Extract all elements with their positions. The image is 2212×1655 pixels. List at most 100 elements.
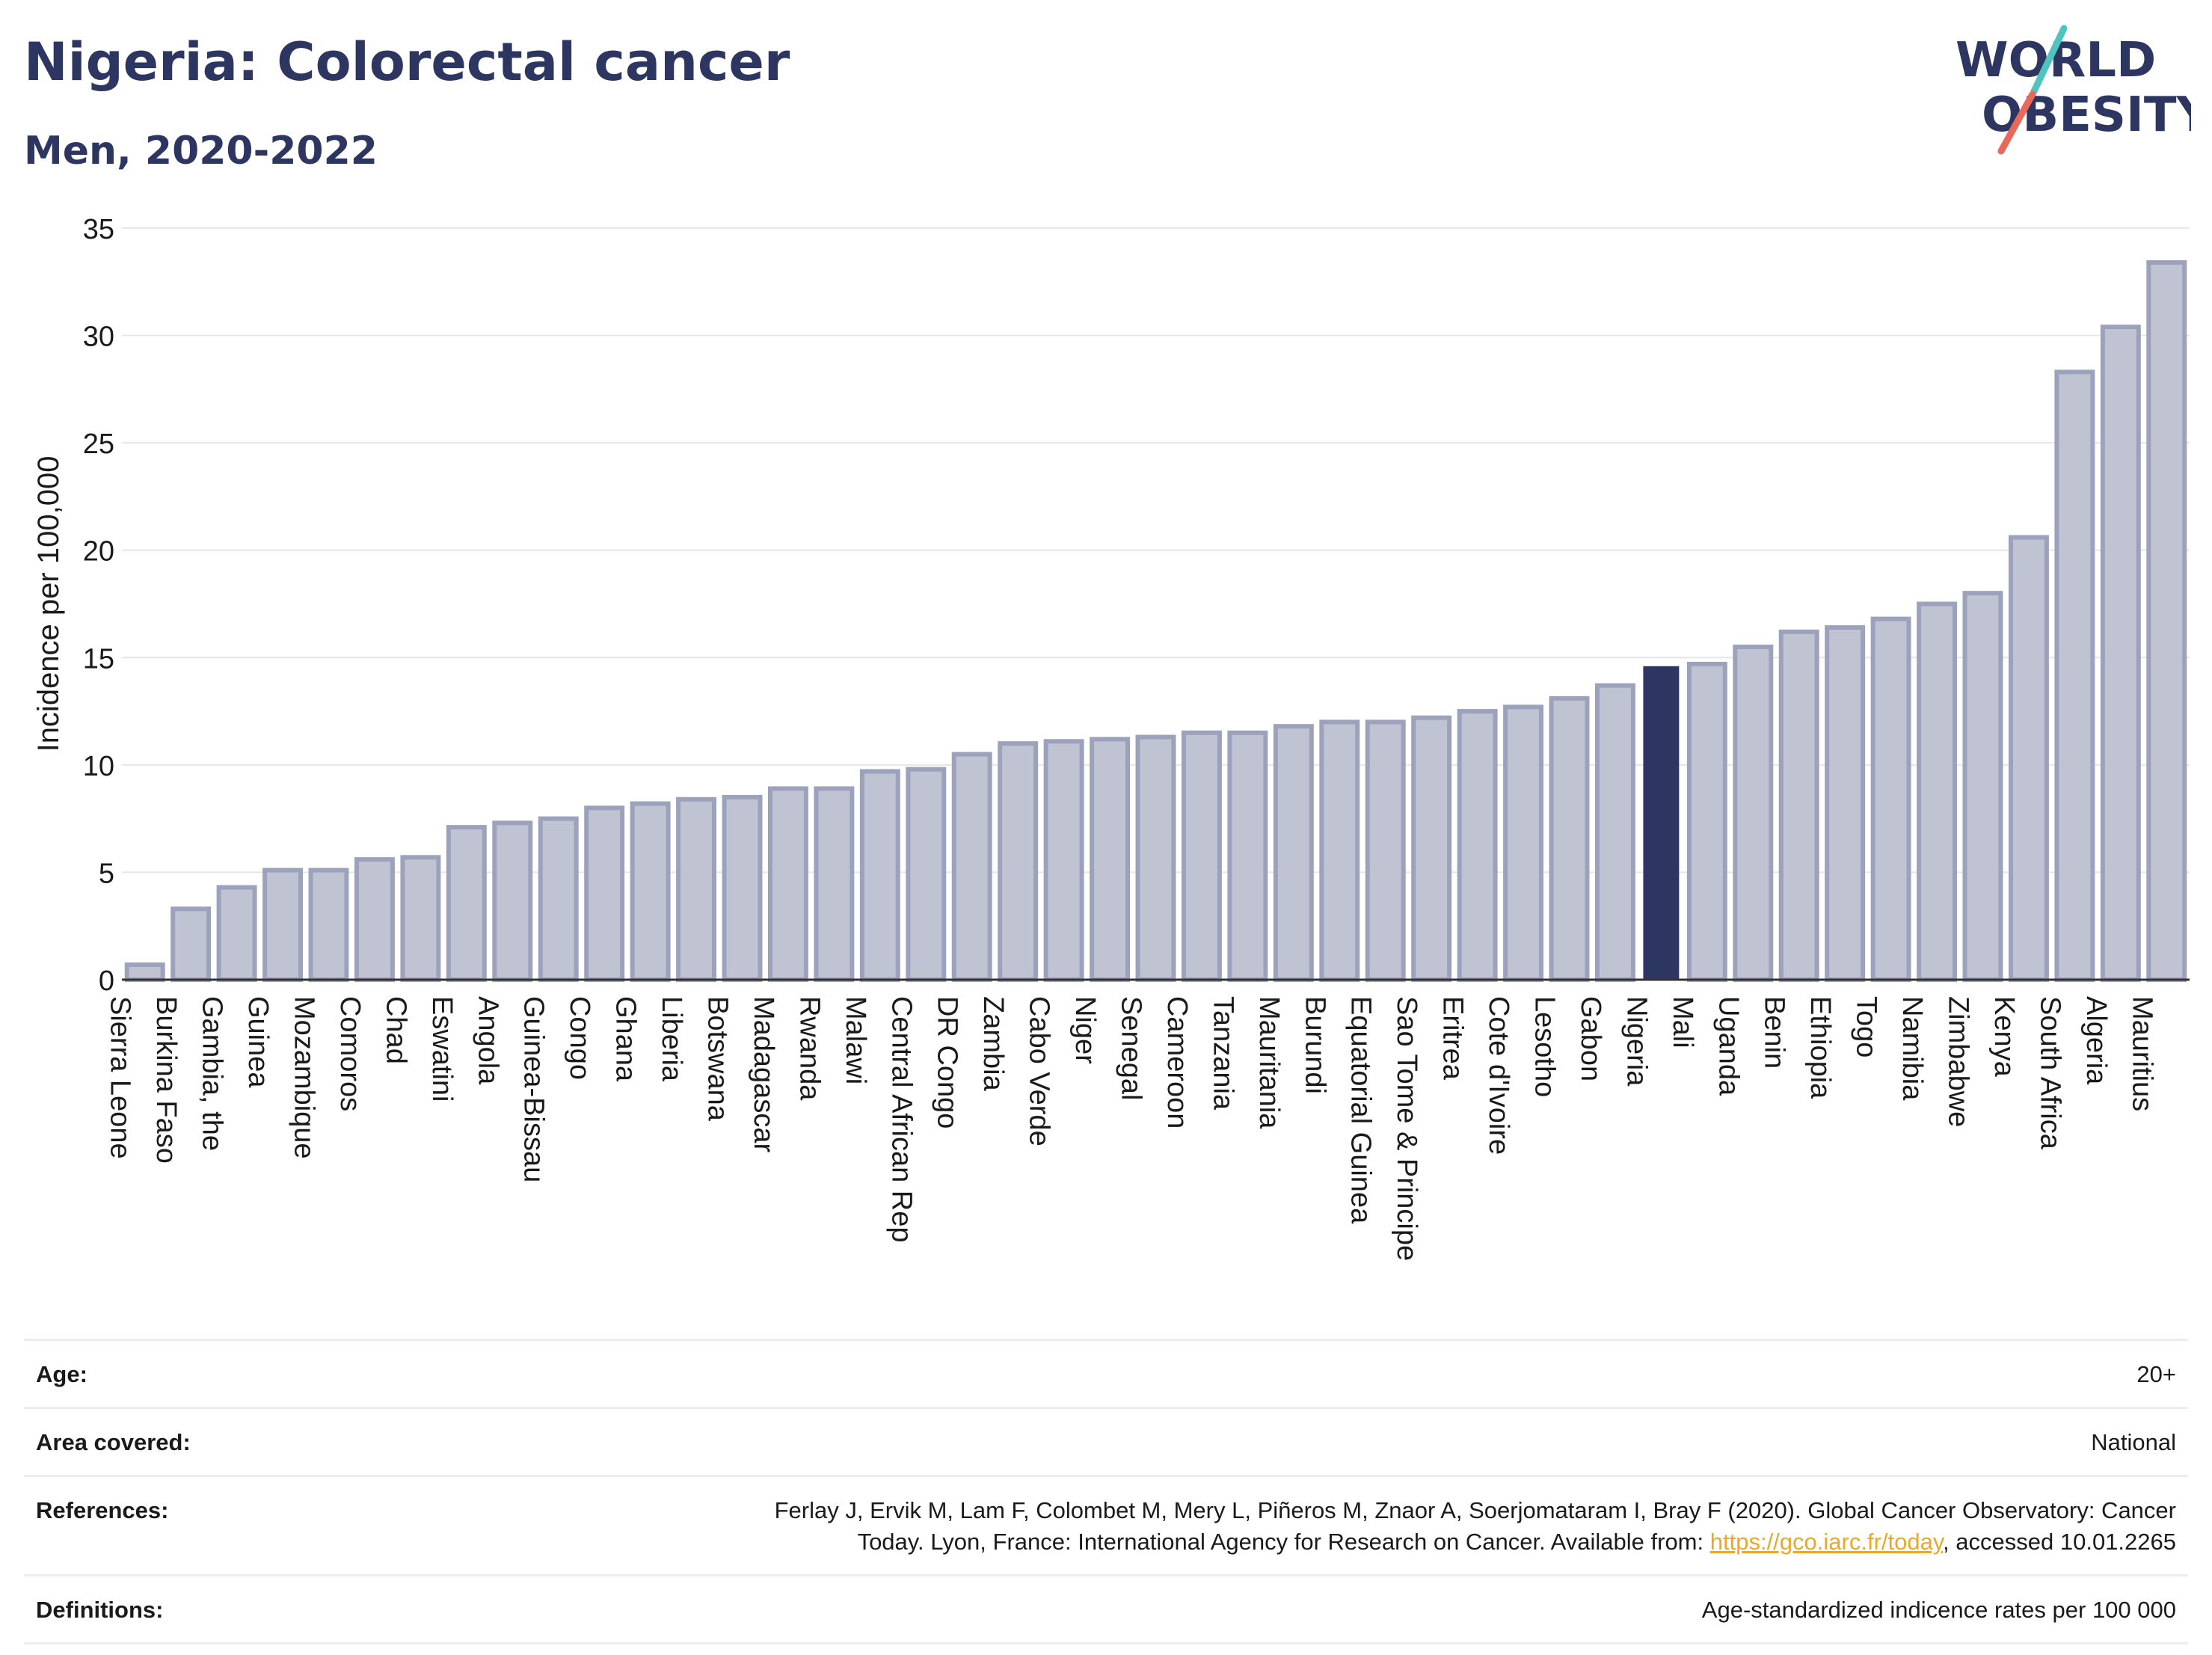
bar xyxy=(859,769,900,982)
bar xyxy=(1870,616,1911,982)
x-tick-label: Comoros xyxy=(334,996,366,1111)
definitions-label: Definitions: xyxy=(24,1574,362,1645)
x-tick-label: Uganda xyxy=(1712,996,1744,1096)
x-tick-label: Zimbabwe xyxy=(1943,996,1974,1127)
page-subtitle: Men, 2020-2022 xyxy=(24,129,378,174)
bar xyxy=(1917,601,1958,982)
bar xyxy=(262,868,304,982)
x-tick-label: Burkina Faso xyxy=(150,996,182,1164)
x-tick-label: Zambia xyxy=(977,996,1009,1092)
bar xyxy=(584,805,625,982)
x-tick-label: Senegal xyxy=(1116,996,1147,1100)
x-tick-label: Niger xyxy=(1069,996,1101,1064)
info-row-age: Age: 20+ xyxy=(24,1339,2188,1408)
x-tick-label: Kenya xyxy=(1988,996,2020,1078)
x-tick-label: Gabon xyxy=(1575,996,1606,1081)
bar xyxy=(814,786,855,983)
x-tick-label: Cameroon xyxy=(1161,996,1193,1129)
x-tick-label: Togo xyxy=(1851,996,1882,1057)
x-tick-label: Mali xyxy=(1667,996,1698,1048)
x-tick-label: Sierra Leone xyxy=(105,996,136,1159)
info-table: Age: 20+ Area covered: National Referenc… xyxy=(24,1339,2188,1645)
bar xyxy=(1503,704,1544,982)
logo-line2: OBESITY xyxy=(1982,87,2191,143)
bar xyxy=(1594,683,1635,982)
x-tick-label: Namibia xyxy=(1896,996,1928,1101)
x-tick-label: Equatorial Guinea xyxy=(1345,996,1377,1224)
area-label: Area covered: xyxy=(24,1407,362,1476)
x-tick-label: Central African Rep xyxy=(885,996,917,1243)
y-tick-label: 25 xyxy=(83,429,114,460)
references-line1: Ferlay J, Ervik M, Lam F, Colombet M, Me… xyxy=(774,1497,2176,1523)
x-tick-label: South Africa xyxy=(2034,996,2065,1150)
bar xyxy=(906,767,947,982)
info-row-definitions: Definitions: Age-standardized indicence … xyxy=(24,1574,2188,1645)
references-label: References: xyxy=(24,1475,362,1576)
y-axis-label: Incidence per 100,000 xyxy=(32,456,65,752)
bar xyxy=(630,801,671,982)
x-tick-label: Angola xyxy=(472,996,503,1085)
x-tick-label: Nigeria xyxy=(1620,996,1652,1087)
bar xyxy=(1273,724,1314,983)
bar-chart: 0 5 10 15 20 25 30 35 Sierra Leone Burkina Faso G… xyxy=(32,214,2190,1261)
bar-highlight xyxy=(1643,666,1680,980)
x-tick-label: Rwanda xyxy=(793,996,825,1101)
x-tick-label: Ghana xyxy=(610,996,642,1082)
bar xyxy=(446,825,487,983)
bar xyxy=(170,906,212,982)
bar xyxy=(1135,734,1176,982)
bar xyxy=(492,820,533,983)
x-tick-label: Mauritania xyxy=(1253,996,1285,1129)
y-tick-label: 10 xyxy=(83,751,114,782)
bar xyxy=(308,868,349,982)
x-tick-label: Guinea xyxy=(242,996,274,1088)
bar xyxy=(1457,709,1498,982)
y-tick-label: 15 xyxy=(83,643,114,675)
bar xyxy=(2008,535,2049,982)
bar xyxy=(2146,260,2187,982)
bar xyxy=(1319,719,1360,983)
info-row-area: Area covered: National xyxy=(24,1407,2188,1476)
x-tick-label: Benin xyxy=(1759,996,1790,1069)
x-tick-label: Liberia xyxy=(656,996,687,1082)
bar xyxy=(1411,715,1452,983)
bar xyxy=(216,885,257,982)
logo-slash-top xyxy=(2030,25,2068,95)
x-tick-label: DR Congo xyxy=(932,996,963,1129)
x-tick-label: Eritrea xyxy=(1437,996,1469,1081)
x-tick-label: Madagascar xyxy=(748,996,779,1152)
bar xyxy=(1825,625,1866,982)
y-axis-ticks: 0 5 10 15 20 25 30 35 xyxy=(83,214,114,997)
y-tick-label: 30 xyxy=(83,322,114,353)
references-value: Ferlay J, Ervik M, Lam F, Colombet M, Me… xyxy=(362,1475,2188,1576)
x-tick-label: Algeria xyxy=(2080,996,2112,1085)
page-title: Nigeria: Colorectal cancer xyxy=(24,31,790,93)
bar xyxy=(124,962,165,983)
bar xyxy=(722,794,763,983)
area-value: National xyxy=(362,1407,2188,1476)
references-line2-post: , accessed 10.01.2265 xyxy=(1943,1529,2176,1555)
x-tick-label: Congo xyxy=(564,996,595,1080)
x-tick-label: Malawi xyxy=(840,996,871,1084)
x-tick-label: Botswana xyxy=(702,996,734,1122)
definitions-value: Age-standardized indicence rates per 100… xyxy=(362,1574,2188,1645)
bars xyxy=(124,260,2187,983)
bar xyxy=(538,816,579,983)
x-tick-label: Lesotho xyxy=(1529,996,1561,1097)
bar xyxy=(1227,730,1268,982)
bar xyxy=(1365,719,1406,983)
y-tick-label: 0 xyxy=(99,965,114,997)
x-tick-label: Eswatini xyxy=(426,996,458,1102)
bar xyxy=(1686,661,1727,983)
x-tick-label: Guinea-Bissau xyxy=(518,996,550,1182)
x-tick-label: Chad xyxy=(380,996,411,1064)
x-tick-label: Ethiopia xyxy=(1804,996,1836,1099)
y-tick-label: 5 xyxy=(99,858,114,889)
references-link[interactable]: https://gco.iarc.fr/today xyxy=(1709,1529,1944,1555)
logo-slash-bottom xyxy=(1997,90,2036,155)
bar xyxy=(1043,739,1084,982)
x-tick-label: Mauritius xyxy=(2126,996,2157,1111)
info-row-references: References: Ferlay J, Ervik M, Lam F, Co… xyxy=(24,1475,2188,1576)
age-label: Age: xyxy=(24,1339,362,1408)
x-tick-label: Gambia, the xyxy=(197,996,228,1151)
